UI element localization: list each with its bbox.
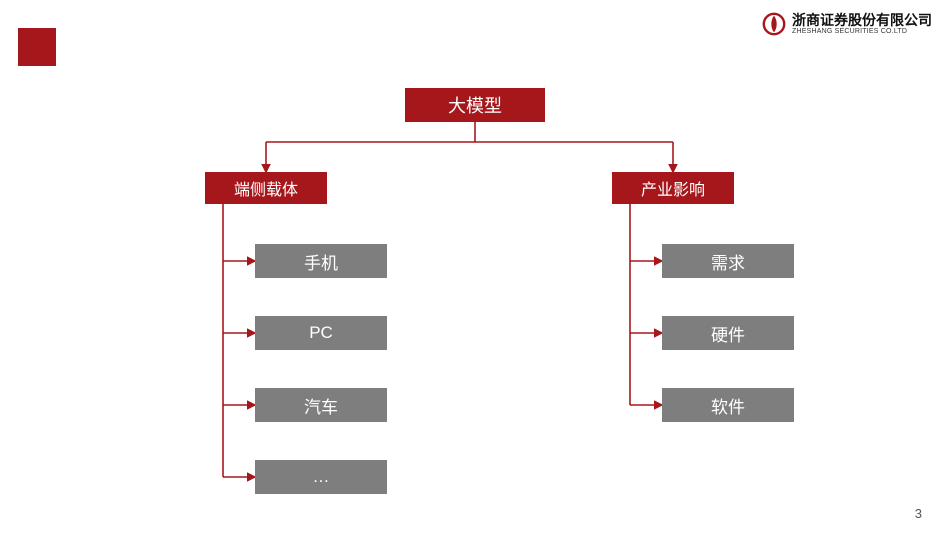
node-leaf-l3: 汽车 <box>255 388 387 422</box>
node-leaf-l4: … <box>255 460 387 494</box>
node-branch-right: 产业影响 <box>612 172 734 204</box>
connectors-svg <box>0 0 950 535</box>
node-leaf-r1: 需求 <box>662 244 794 278</box>
node-root: 大模型 <box>405 88 545 122</box>
tree-diagram: 大模型端侧载体手机 PC 汽车 … 产业影响需求硬件软件 <box>0 0 950 535</box>
node-leaf-l1: 手机 <box>255 244 387 278</box>
node-leaf-r2: 硬件 <box>662 316 794 350</box>
node-leaf-r3: 软件 <box>662 388 794 422</box>
node-branch-left: 端侧载体 <box>205 172 327 204</box>
node-leaf-l2: PC <box>255 316 387 350</box>
